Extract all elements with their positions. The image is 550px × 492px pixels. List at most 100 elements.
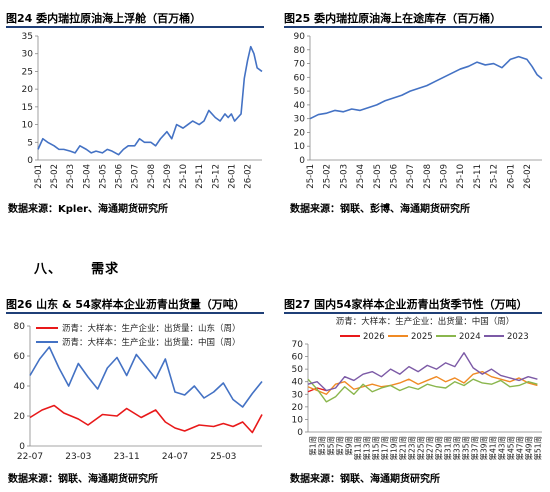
y-tick-label: 25 <box>22 67 33 77</box>
fig24-source: 数据来源：Kpler、海通期货研究所 <box>8 204 169 215</box>
fig26-chart: 0 20 40 60 80 22-07 23-03 23-11 24-07 25-03 沥青：大样本… <box>14 322 263 462</box>
y-tick-label: 50 <box>294 87 306 97</box>
x-tick-label: 23-11 <box>114 452 140 462</box>
y-tick-label: 20 <box>294 128 306 138</box>
series-line-0 <box>29 404 263 434</box>
x-tick-label: 第43周 <box>497 436 507 461</box>
x-tick-label: 第17周 <box>380 436 390 461</box>
x-tick-label: 25-11 <box>473 164 483 189</box>
x-tick-label: 26-02 <box>523 164 533 189</box>
x-tick-label: 第5周 <box>326 436 336 456</box>
x-tick-label: 25-07 <box>406 164 416 189</box>
x-tick-label: 25-03 <box>66 164 76 189</box>
section-title: 需求 <box>91 262 120 277</box>
y-tick-label: 35 <box>22 32 33 42</box>
fig25-chart: 0 10 20 30 40 50 60 70 80 90 25-01 25-02 25-03 25-04 2… <box>294 32 543 189</box>
fig27-title: 图27 国内54家样本企业沥青出货季节性（万吨） <box>284 298 528 311</box>
x-tick-label: 25-05 <box>98 164 108 189</box>
x-tick-label: 第15周 <box>371 436 381 461</box>
x-tick-label: 26-01 <box>227 164 237 189</box>
series-line-0 <box>37 45 263 156</box>
fig25-title-rule <box>284 26 542 28</box>
x-tick-label: 25-02 <box>323 164 333 189</box>
x-tick-label: 第29周 <box>434 436 444 461</box>
x-tick-label: 第47周 <box>515 436 525 461</box>
x-tick-label: 26-02 <box>243 164 253 189</box>
y-tick-label: 10 <box>292 415 304 425</box>
x-tick-label: 25-07 <box>131 164 141 189</box>
y-tick-label: 20 <box>292 403 304 413</box>
y-tick-label: 10 <box>294 142 306 152</box>
x-tick-label: 25-10 <box>179 164 189 189</box>
x-tick-label: 第19周 <box>389 436 399 461</box>
fig27-title-rule <box>284 312 542 314</box>
x-tick-label: 第39周 <box>479 436 489 461</box>
x-tick-label: 第33周 <box>452 436 462 461</box>
legend-label-0: 沥青：大样本：生产企业：出货量：山东（周） <box>62 323 241 334</box>
x-tick-label: 23-03 <box>65 452 91 462</box>
y-tick-label: 20 <box>22 85 34 95</box>
series-line-2023 <box>307 352 538 392</box>
x-tick-label: 25-09 <box>163 164 173 189</box>
y-tick-label: 10 <box>22 121 34 131</box>
x-tick-label: 第41周 <box>488 436 498 461</box>
x-tick-label: 25-05 <box>373 164 383 189</box>
fig24-title-rule <box>6 26 264 28</box>
fig24-title: 图24 委内瑞拉原油海上浮舱（百万桶） <box>6 12 202 25</box>
y-tick-label: 40 <box>14 382 26 392</box>
x-tick-label: 第3周 <box>317 436 327 456</box>
y-tick-label: 40 <box>294 101 306 111</box>
x-tick-label: 25-09 <box>440 164 450 189</box>
x-tick-label: 25-06 <box>389 164 399 189</box>
fig27-source: 数据来源：钢联、海通期货研究所 <box>290 474 440 485</box>
y-tick-label: 0 <box>27 156 33 166</box>
fig26-title: 图26 山东 & 54家样本企业沥青出货量（万吨） <box>6 298 245 311</box>
y-tick-label: 15 <box>22 103 33 113</box>
x-tick-label: 第31周 <box>443 436 453 461</box>
x-tick-label: 第49周 <box>524 436 534 461</box>
y-tick-label: 90 <box>294 32 306 42</box>
section-heading: 八、 需求 <box>34 258 119 277</box>
legend-label-2023: 2023 <box>507 332 529 342</box>
series-line-2024 <box>307 378 538 403</box>
legend-label-2024: 2024 <box>459 332 481 342</box>
x-tick-label: 25-04 <box>82 164 92 189</box>
x-tick-label: 26-01 <box>506 164 516 189</box>
section-number: 八、 <box>34 262 63 277</box>
x-tick-label: 第27周 <box>425 436 435 461</box>
x-tick-label: 第13周 <box>362 436 372 461</box>
x-tick-label: 25-03 <box>339 164 349 189</box>
fig27-subtitle: 沥青：大样本：生产企业：出货量：中国（周） <box>336 316 515 327</box>
x-tick-label: 第1周 <box>308 436 318 456</box>
x-tick-label: 25-10 <box>456 164 466 189</box>
x-tick-label: 22-07 <box>17 452 43 462</box>
y-tick-label: 0 <box>297 428 303 438</box>
y-tick-label: 70 <box>292 340 304 350</box>
x-tick-label: 25-01 <box>306 164 316 189</box>
x-tick-label: 25-03 <box>210 452 236 462</box>
x-tick-label: 25-08 <box>147 164 157 189</box>
x-tick-label: 24-07 <box>162 452 188 462</box>
y-tick-label: 60 <box>292 353 304 363</box>
x-tick-label: 第9周 <box>344 436 354 456</box>
y-tick-label: 50 <box>292 365 304 375</box>
x-tick-label: 25-12 <box>490 164 500 189</box>
fig24-chart: 0 5 10 15 20 25 30 35 25-01 25-02 25-03 25-04 25-05 2… <box>22 32 263 189</box>
x-tick-label: 25-06 <box>115 164 125 189</box>
y-tick-label: 0 <box>299 156 305 166</box>
y-tick-label: 70 <box>294 60 306 70</box>
legend-label-2025: 2025 <box>411 332 433 342</box>
y-tick-label: 5 <box>27 138 33 148</box>
x-tick-label: 第21周 <box>398 436 408 461</box>
series-line-2025 <box>307 370 538 395</box>
y-tick-label: 30 <box>292 390 304 400</box>
x-tick-label: 第11周 <box>353 436 363 461</box>
fig26-title-rule <box>6 312 264 314</box>
x-tick-label: 第35周 <box>461 436 471 461</box>
x-tick-label: 第23周 <box>407 436 417 461</box>
fig26-source: 数据来源：钢联、海通期货研究所 <box>8 474 158 485</box>
y-tick-label: 20 <box>14 412 26 422</box>
y-tick-label: 80 <box>14 322 26 332</box>
legend-label-2026: 2026 <box>363 332 385 342</box>
